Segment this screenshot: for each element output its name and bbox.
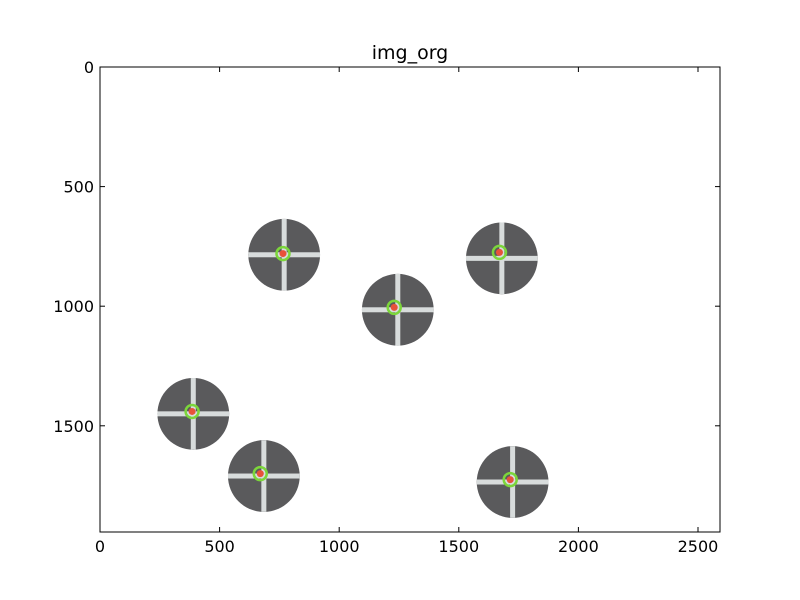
x-tick-label: 1000 bbox=[319, 537, 360, 556]
marker-ring bbox=[275, 245, 291, 262]
image-content bbox=[157, 218, 549, 518]
marker-dot bbox=[390, 303, 398, 311]
marker-ring bbox=[502, 471, 518, 488]
x-axis: 0 500 1000 1500 2000 2500 bbox=[95, 67, 718, 556]
tape-stripe bbox=[395, 273, 401, 346]
y-tick-label: 500 bbox=[63, 178, 94, 197]
tape-stripe bbox=[261, 440, 267, 512]
marker-dot bbox=[495, 248, 503, 256]
marker-dot bbox=[256, 470, 264, 478]
y-tick-label: 0 bbox=[84, 58, 94, 77]
target-object-2 bbox=[465, 222, 538, 295]
target-object-5 bbox=[227, 440, 300, 512]
y-tick-label: 1000 bbox=[53, 297, 94, 316]
marker-ring bbox=[252, 465, 269, 482]
target-object-3 bbox=[361, 273, 434, 346]
chart-title: img_org bbox=[371, 42, 449, 64]
marker-dot bbox=[279, 250, 287, 258]
marker-ring bbox=[491, 244, 508, 261]
y-axis: 0 500 1000 1500 bbox=[53, 58, 720, 436]
target-object-4 bbox=[157, 377, 230, 450]
x-tick-label: 2500 bbox=[678, 537, 719, 556]
marker-dot bbox=[506, 476, 514, 484]
target-object-1 bbox=[248, 218, 321, 291]
marker-ring bbox=[184, 403, 200, 420]
x-tick-label: 500 bbox=[204, 537, 235, 556]
axes-frame bbox=[99, 66, 721, 533]
y-tick-label: 1500 bbox=[53, 417, 94, 436]
marker-ring bbox=[386, 299, 402, 316]
marker-dot bbox=[188, 407, 196, 415]
x-tick-label: 1500 bbox=[438, 537, 479, 556]
x-tick-label: 0 bbox=[95, 537, 105, 556]
target-object-6 bbox=[476, 446, 549, 518]
x-tick-label: 2000 bbox=[558, 537, 599, 556]
